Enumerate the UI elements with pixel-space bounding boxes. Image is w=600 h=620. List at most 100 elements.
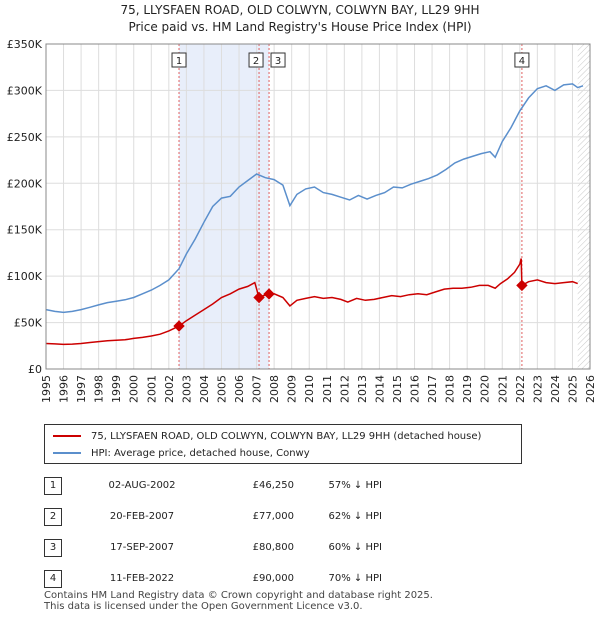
sale-date: 11-FEB-2022	[109, 573, 175, 584]
sale-price: £77,000	[252, 511, 294, 522]
x-tick-label-6: 2001	[145, 375, 158, 403]
y-tick-label-5: £250K	[7, 131, 43, 144]
sale-box-label-2: 2	[253, 56, 259, 67]
sale-hpi-diff-cell: 60% ↓ HPI	[294, 532, 382, 563]
sale-date-cell: 17-SEP-2007	[86, 532, 198, 563]
sale-date-cell: 20-FEB-2007	[86, 501, 198, 532]
series-line-property	[45, 258, 578, 346]
legend-label-hpi: HPI: Average price, detached house, Conw…	[91, 447, 310, 459]
sales-row: 2 20-FEB-2007 £77,000 62% ↓ HPI	[44, 501, 382, 532]
shaded-range-1	[179, 44, 270, 369]
sale-hpi-diff-cell: 57% ↓ HPI	[294, 470, 382, 501]
y-tick-label-7: £350K	[7, 38, 43, 51]
sale-number-badge: 4	[44, 569, 62, 588]
sale-box-3	[270, 52, 286, 68]
sale-number-badge-cell: 3	[44, 532, 86, 563]
x-tick-label-29: 2024	[549, 375, 562, 403]
sale-hpi-diff-cell: 70% ↓ HPI	[294, 563, 382, 594]
x-tick-label-18: 2013	[356, 375, 369, 403]
sale-marker-1	[173, 320, 185, 332]
x-tick-label-8: 2003	[180, 375, 193, 403]
sale-hpi-diff: 60% ↓ HPI	[328, 542, 382, 553]
sale-number-badge-cell: 1	[44, 470, 86, 501]
sales-row: 4 11-FEB-2022 £90,000 70% ↓ HPI	[44, 563, 382, 594]
x-tick-label-23: 2018	[444, 375, 457, 403]
sale-price-cell: £80,800	[198, 532, 294, 563]
sales-row: 3 17-SEP-2007 £80,800 60% ↓ HPI	[44, 532, 382, 563]
footer-copyright: Contains HM Land Registry data © Crown c…	[44, 590, 433, 601]
legend-entry-hpi: HPI: Average price, detached house, Conw…	[53, 445, 310, 461]
sale-date: 20-FEB-2007	[109, 511, 175, 522]
x-tick-label-26: 2021	[496, 375, 509, 403]
sale-price-cell: £90,000	[198, 563, 294, 594]
x-tick-label-28: 2023	[531, 375, 544, 403]
x-tick-label-21: 2016	[409, 375, 422, 403]
x-tick-label-17: 2012	[338, 375, 351, 403]
sale-number-badge: 3	[44, 538, 62, 557]
footer-licence: This data is licensed under the Open Gov…	[44, 601, 363, 612]
x-tick-label-5: 2000	[128, 375, 141, 403]
sale-number-badge-cell: 2	[44, 501, 86, 532]
x-tick-label-10: 2005	[215, 375, 228, 403]
y-tick-label-1: £50K	[14, 317, 43, 330]
footer: Contains HM Land Registry data © Crown c…	[44, 590, 433, 612]
sale-price: £90,000	[252, 573, 294, 584]
x-tick-label-16: 2011	[321, 375, 334, 403]
sale-marker-2	[253, 291, 265, 304]
x-tick-label-11: 2006	[233, 375, 246, 403]
x-tick-label-0: 1995	[40, 375, 53, 403]
sale-number-badge-cell: 4	[44, 563, 86, 594]
price-chart: 1 2 3 4 £0 £50K £100K £150K £200K £250K £300K £350…	[7, 38, 597, 403]
chart-title-line1: 75, LLYSFAEN ROAD, OLD COLWYN, COLWYN BA…	[120, 3, 480, 17]
x-tick-label-22: 2017	[426, 375, 439, 403]
sale-date-cell: 11-FEB-2022	[86, 563, 198, 594]
y-tick-label-0: £0	[28, 363, 42, 376]
sale-date: 02-AUG-2002	[108, 480, 176, 491]
sale-box-label-4: 4	[519, 56, 525, 67]
x-tick-label-19: 2014	[373, 375, 386, 403]
sale-box-label-3: 3	[275, 56, 281, 67]
x-tick-label-30: 2025	[566, 375, 579, 403]
sale-price: £80,800	[252, 542, 294, 553]
sale-hpi-diff-cell: 62% ↓ HPI	[294, 501, 382, 532]
x-tick-label-3: 1998	[93, 375, 106, 403]
legend-swatch-property	[53, 435, 81, 437]
legend-label-property: 75, LLYSFAEN ROAD, OLD COLWYN, COLWYN BA…	[91, 430, 482, 442]
hatched-region	[577, 44, 590, 369]
x-tick-label-9: 2004	[198, 375, 211, 403]
sale-hpi-diff: 62% ↓ HPI	[328, 511, 382, 522]
sales-row: 1 02-AUG-2002 £46,250 57% ↓ HPI	[44, 470, 382, 501]
y-tick-label-2: £100K	[7, 270, 43, 283]
x-tick-label-31: 2026	[584, 375, 597, 403]
sales-table: 1 02-AUG-2002 £46,250 57% ↓ HPI 2 20-FEB-2007…	[44, 470, 382, 594]
legend-entry-property: 75, LLYSFAEN ROAD, OLD COLWYN, COLWYN BA…	[53, 428, 481, 444]
x-tick-label-13: 2008	[268, 375, 281, 403]
x-tick-label-14: 2009	[286, 375, 299, 403]
chart-title-line2: Price paid vs. HM Land Registry's House …	[128, 20, 472, 34]
y-tick-label-4: £200K	[7, 177, 43, 190]
sale-box-1	[171, 52, 187, 68]
sale-number-badge: 2	[44, 507, 62, 526]
sale-hpi-diff: 70% ↓ HPI	[328, 573, 382, 584]
sale-box-4	[514, 52, 530, 68]
x-tick-label-7: 2002	[163, 375, 176, 403]
x-tick-label-25: 2020	[479, 375, 492, 403]
x-tick-label-15: 2010	[303, 375, 316, 403]
x-tick-label-20: 2015	[391, 375, 404, 403]
sale-box-label-1: 1	[176, 56, 182, 67]
sale-price: £46,250	[252, 480, 294, 491]
sale-number-badge: 1	[44, 476, 62, 495]
chart-legend: 75, LLYSFAEN ROAD, OLD COLWYN, COLWYN BA…	[44, 424, 522, 464]
x-tick-label-1: 1996	[58, 375, 71, 403]
legend-swatch-hpi	[53, 452, 81, 454]
sale-date-cell: 02-AUG-2002	[86, 470, 198, 501]
sale-price-cell: £46,250	[198, 470, 294, 501]
series-line-hpi	[45, 83, 584, 314]
sale-box-2	[248, 52, 264, 68]
y-tick-label-6: £300K	[7, 84, 43, 97]
sale-hpi-diff: 57% ↓ HPI	[328, 480, 382, 491]
sale-price-cell: £77,000	[198, 501, 294, 532]
x-tick-label-24: 2019	[461, 375, 474, 403]
sale-marker-4	[516, 279, 528, 292]
x-tick-label-4: 1999	[110, 375, 123, 403]
